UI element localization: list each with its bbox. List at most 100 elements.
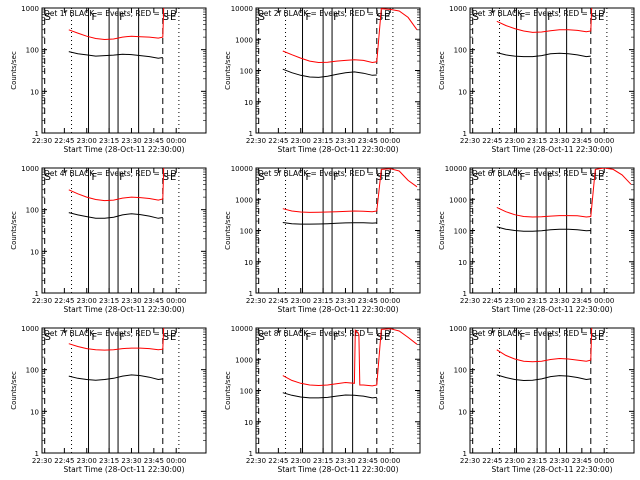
y-axis-label: Counts/sec xyxy=(224,371,232,410)
marker-label-e: E xyxy=(170,172,176,183)
marker-label-s: S xyxy=(473,172,479,183)
panel-4: Det 4f BLACK = Events, RED = LLD 1 10 100 10… xyxy=(10,165,207,314)
y-tick-label: 10 xyxy=(30,88,39,96)
marker-label-f: F xyxy=(519,172,525,183)
x-tick-label: 00:00 xyxy=(594,457,614,465)
x-tick-label: 23:00 xyxy=(291,297,311,305)
y-tick-label: 10 xyxy=(30,408,39,416)
y-tick-label: 100 xyxy=(26,207,39,215)
y-tick-label: 1000 xyxy=(449,5,467,13)
x-tick-label: 23:30 xyxy=(121,137,141,145)
marker-label-f: F xyxy=(119,332,125,343)
marker-label-f: F xyxy=(305,332,311,343)
panel-title: Det 8f BLACK = Events, RED = LLD xyxy=(258,329,391,338)
y-tick-label: 1 xyxy=(35,290,39,298)
plot-frame xyxy=(41,7,207,134)
x-tick-label: 23:15 xyxy=(527,297,547,305)
x-tick-label: 00:00 xyxy=(380,457,400,465)
panel-3: Det 3f BLACK = Events, RED = LLD 1 10 100 10… xyxy=(438,5,635,154)
y-tick-label: 10 xyxy=(244,99,253,107)
events-series-line xyxy=(496,52,591,58)
x-tick-label: 00:00 xyxy=(166,457,186,465)
x-tick-label: 23:00 xyxy=(291,137,311,145)
events-series-line xyxy=(496,226,591,232)
panel-1: Det 1f BLACK = Events, RED = LLD 1 10 100 10… xyxy=(10,5,207,154)
x-tick-label: 23:30 xyxy=(335,297,355,305)
y-axis-label: Counts/sec xyxy=(10,371,18,410)
panel-title: Det 9f BLACK = Events, RED = LLD xyxy=(472,329,605,338)
x-tick-label: 23:45 xyxy=(144,137,164,145)
marker-label-f: F xyxy=(333,12,339,23)
x-tick-label: 23:00 xyxy=(77,137,97,145)
x-tick-label: 23:45 xyxy=(572,297,592,305)
x-axis-label: Start Time (28-Oct-11 22:30:00) xyxy=(491,145,612,154)
panel-5: Det 5f BLACK = Events, RED = LLD 1 10 100 10… xyxy=(224,165,421,314)
x-tick-label: 00:00 xyxy=(166,137,186,145)
marker-label-e: E xyxy=(384,172,390,183)
x-tick-label: 23:45 xyxy=(358,297,378,305)
events-series-line xyxy=(282,68,377,78)
x-tick-label: 23:15 xyxy=(313,297,333,305)
marker-label-f: F xyxy=(91,12,97,23)
panel-8: Det 8f BLACK = Events, RED = LLD 1 10 100 10… xyxy=(224,325,421,474)
x-tick-label: 23:30 xyxy=(549,457,569,465)
panel-title: Det 4f BLACK = Events, RED = LLD xyxy=(44,169,177,178)
panel-6: Det 6f BLACK = Events, RED = LLD 1 10 100 10… xyxy=(438,165,635,314)
x-tick-label: 22:30 xyxy=(460,297,480,305)
x-tick-label: 23:45 xyxy=(358,457,378,465)
marker-label-e: E xyxy=(170,12,176,23)
x-tick-label: 23:15 xyxy=(99,457,119,465)
marker-label-s: S xyxy=(473,332,479,343)
y-tick-label: 10000 xyxy=(231,165,253,173)
marker-label-s: S xyxy=(377,12,383,23)
marker-label-f: F xyxy=(333,172,339,183)
x-tick-label: 22:30 xyxy=(32,297,52,305)
marker-label-e: E xyxy=(598,332,604,343)
x-tick-label: 23:30 xyxy=(549,297,569,305)
lld-series-line xyxy=(282,8,418,64)
x-tick-label: 23:15 xyxy=(527,457,547,465)
marker-label-s: S xyxy=(45,172,51,183)
y-tick-label: 100 xyxy=(26,367,39,375)
y-tick-label: 10000 xyxy=(231,5,253,13)
lld-series-line xyxy=(68,168,165,202)
x-tick-label: 23:45 xyxy=(572,457,592,465)
plot-frame xyxy=(469,7,635,134)
x-tick-label: 00:00 xyxy=(380,137,400,145)
y-tick-label: 10 xyxy=(30,248,39,256)
panel-title: Det 3f BLACK = Events, RED = LLD xyxy=(472,9,605,18)
marker-label-f: F xyxy=(91,172,97,183)
y-tick-label: 1 xyxy=(463,290,467,298)
marker-label-s: S xyxy=(163,12,169,23)
events-series-line xyxy=(68,374,163,381)
lld-series-line xyxy=(496,328,593,363)
marker-label-f: F xyxy=(305,172,311,183)
events-series-line xyxy=(496,374,591,382)
marker-label-s: S xyxy=(591,332,597,343)
x-tick-label: 22:30 xyxy=(460,457,480,465)
y-tick-label: 100 xyxy=(240,68,253,76)
y-tick-label: 1000 xyxy=(235,36,253,44)
x-tick-label: 22:45 xyxy=(482,297,502,305)
x-tick-label: 23:30 xyxy=(335,457,355,465)
lld-series-line xyxy=(282,328,418,387)
marker-label-f: F xyxy=(519,332,525,343)
marker-label-e: E xyxy=(170,332,176,343)
y-tick-label: 1 xyxy=(249,130,253,138)
x-tick-label: 23:00 xyxy=(77,297,97,305)
x-tick-label: 22:45 xyxy=(268,137,288,145)
x-axis-label: Start Time (28-Oct-11 22:30:00) xyxy=(277,465,398,474)
marker-label-s: S xyxy=(259,12,265,23)
marker-label-s: S xyxy=(259,172,265,183)
marker-label-f: F xyxy=(547,332,553,343)
y-tick-label: 1 xyxy=(463,450,467,458)
y-axis-label: Counts/sec xyxy=(438,51,446,90)
panel-title: Det 2f BLACK = Events, RED = LLD xyxy=(258,9,391,18)
x-tick-label: 22:45 xyxy=(482,137,502,145)
plot-frame xyxy=(41,167,207,294)
y-tick-label: 100 xyxy=(454,367,467,375)
lld-series-line xyxy=(68,8,165,41)
panel-7: Det 7f BLACK = Events, RED = LLD 1 10 100 10… xyxy=(10,325,207,474)
marker-label-f: F xyxy=(91,332,97,343)
panel-title: Det 5f BLACK = Events, RED = LLD xyxy=(258,169,391,178)
